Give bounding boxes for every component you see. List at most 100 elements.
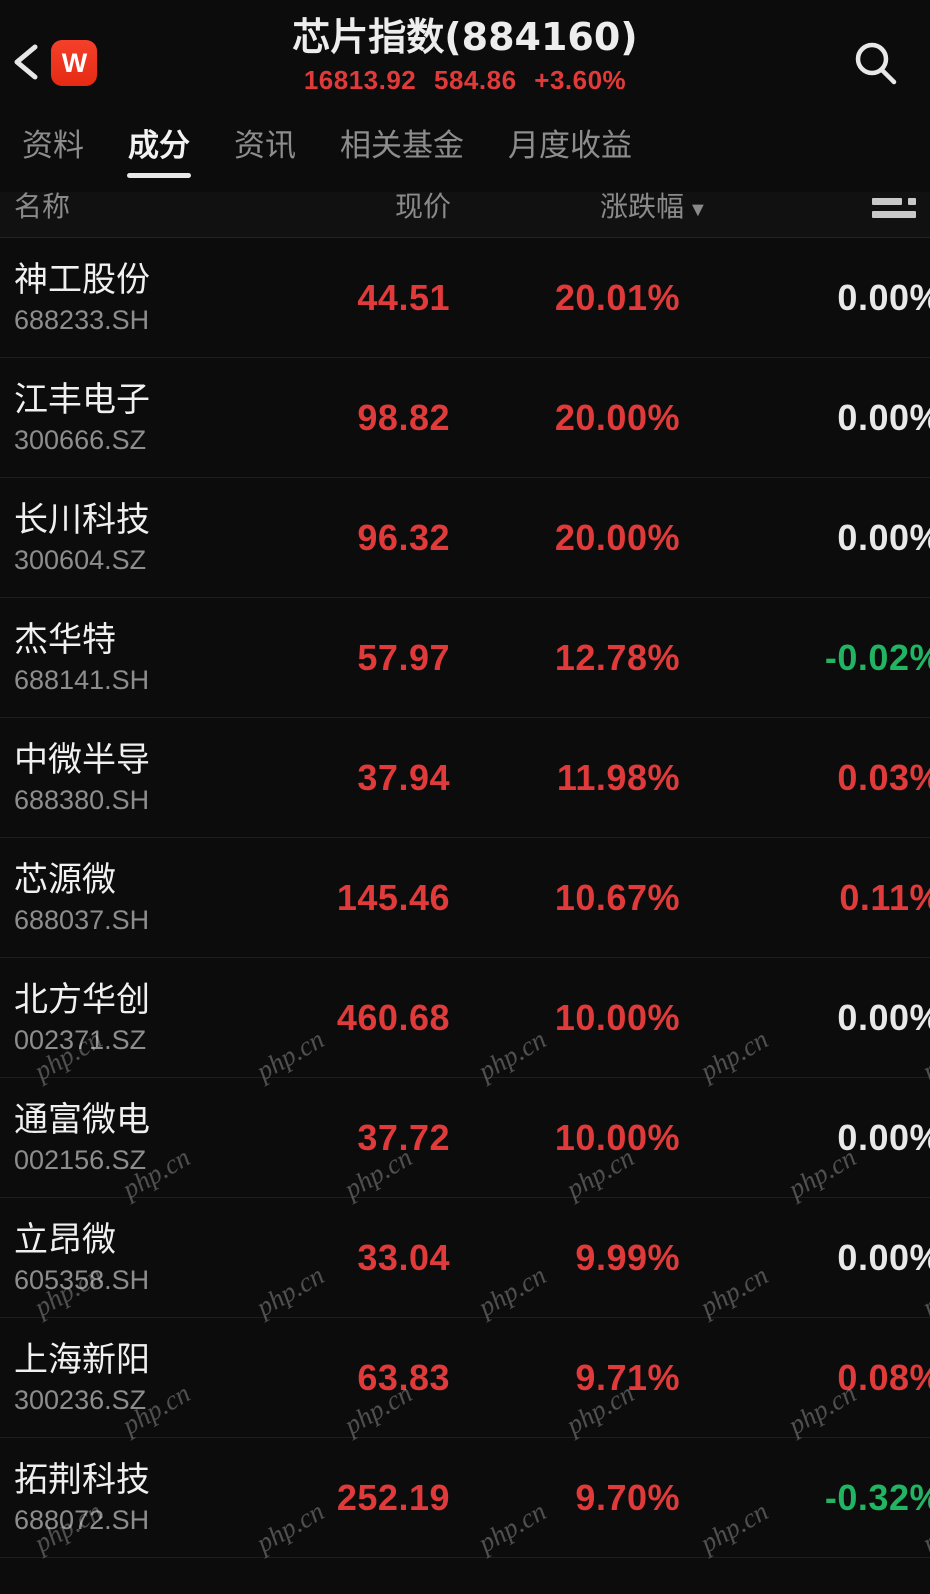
title-block: 芯片指数(884160) 16813.92 584.86 +3.60% xyxy=(0,14,930,95)
index-value: 16813.92 xyxy=(303,65,417,95)
table-row[interactable]: 立昂微 605358.SH 33.04 9.99% 0.00% xyxy=(0,1198,930,1318)
back-button[interactable] xyxy=(8,40,48,84)
table-row[interactable]: 江丰电子 300666.SZ 98.82 20.00% 0.00% xyxy=(0,358,930,478)
stock-code: 688037.SH xyxy=(14,905,150,935)
stock-code: 688141.SH xyxy=(14,665,150,695)
stock-identity: 拓荆科技 688072.SH xyxy=(14,1460,150,1537)
stock-extra-pct: 0.00% xyxy=(837,996,930,1038)
settings-bar-3 xyxy=(872,211,916,218)
stock-price: 96.32 xyxy=(357,516,450,558)
stock-extra-pct: 0.00% xyxy=(837,276,930,318)
stock-price: 37.94 xyxy=(357,756,450,798)
stock-identity: 江丰电子 300666.SZ xyxy=(14,380,150,457)
top-bar: W 芯片指数(884160) 16813.92 584.86 +3.60% xyxy=(0,0,930,120)
stock-code: 605358.SH xyxy=(14,1265,150,1295)
stock-price: 98.82 xyxy=(357,396,450,438)
stock-code: 688233.SH xyxy=(14,305,150,335)
stock-change-pct: 10.67% xyxy=(554,876,680,918)
tab-bar: 资料 成分 资讯 相关基金 月度收益 xyxy=(0,120,930,192)
stock-extra-pct: -0.02% xyxy=(824,636,930,678)
table-row[interactable]: 中微半导 688380.SH 37.94 11.98% 0.03% xyxy=(0,718,930,838)
stock-identity: 立昂微 605358.SH xyxy=(14,1220,149,1297)
stock-code: 300666.SZ xyxy=(14,425,147,455)
stock-name: 江丰电子 xyxy=(14,380,150,420)
stock-change-pct: 10.00% xyxy=(554,996,680,1038)
stock-identity: 北方华创 002371.SZ xyxy=(14,980,150,1057)
column-header-change-pct[interactable]: 涨跌幅 ▼ xyxy=(600,192,708,225)
constituent-stock-list: 神工股份 688233.SH 44.51 20.01% 0.00% 江丰电子 300666.… xyxy=(0,238,930,1558)
stock-change-pct: 20.00% xyxy=(554,516,680,558)
logo-letter: W xyxy=(61,47,88,78)
stock-name: 立昂微 xyxy=(14,1220,116,1260)
stock-price: 252.19 xyxy=(336,1476,450,1518)
column-header-price[interactable]: 现价 xyxy=(395,192,452,222)
stock-extra-pct: 0.11% xyxy=(839,876,930,918)
stock-code: 002371.SZ xyxy=(14,1025,147,1055)
search-icon[interactable] xyxy=(850,38,902,90)
stock-name: 杰华特 xyxy=(14,620,116,660)
stock-identity: 通富微电 002156.SZ xyxy=(14,1100,150,1177)
column-header-row: 名称 现价 涨跌幅 ▼ xyxy=(0,192,930,238)
stock-extra-pct: 0.03% xyxy=(837,756,930,798)
stock-code: 002156.SZ xyxy=(14,1145,147,1175)
stock-identity: 杰华特 688141.SH xyxy=(14,620,149,697)
table-row[interactable]: 长川科技 300604.SZ 96.32 20.00% 0.00% xyxy=(0,478,930,598)
stock-name: 拓荆科技 xyxy=(14,1460,150,1500)
column-header-name: 名称 xyxy=(14,192,71,222)
stock-change-pct: 11.98% xyxy=(556,756,680,798)
column-header-change-label: 涨跌幅 xyxy=(600,192,685,222)
stock-code: 300236.SZ xyxy=(14,1385,147,1415)
stock-change-pct: 12.78% xyxy=(554,636,680,678)
table-row[interactable]: 北方华创 002371.SZ 460.68 10.00% 0.00% xyxy=(0,958,930,1078)
table-row[interactable]: 杰华特 688141.SH 57.97 12.78% -0.02% xyxy=(0,598,930,718)
stock-price: 33.04 xyxy=(357,1236,450,1278)
stock-change-pct: 20.00% xyxy=(554,396,680,438)
stock-name: 神工股份 xyxy=(14,260,150,300)
wind-app-logo-icon[interactable]: W xyxy=(51,40,97,86)
stock-price: 37.72 xyxy=(357,1116,450,1158)
stock-identity: 上海新阳 300236.SZ xyxy=(14,1340,150,1417)
stock-price: 460.68 xyxy=(336,996,450,1038)
stock-name: 上海新阳 xyxy=(14,1340,150,1380)
stock-code: 688380.SH xyxy=(14,785,150,815)
stock-extra-pct: 0.00% xyxy=(837,1236,930,1278)
settings-bar-2 xyxy=(908,198,916,205)
table-row[interactable]: 芯源微 688037.SH 145.46 10.67% 0.11% xyxy=(0,838,930,958)
stock-change-pct: 20.01% xyxy=(554,276,680,318)
stock-change-pct: 9.71% xyxy=(575,1356,680,1398)
list-settings-icon[interactable] xyxy=(872,198,916,224)
stock-extra-pct: 0.08% xyxy=(837,1356,930,1398)
index-change-pct: +3.60% xyxy=(534,65,627,95)
stock-code: 300604.SZ xyxy=(14,545,147,575)
stock-identity: 中微半导 688380.SH xyxy=(14,740,150,817)
table-row[interactable]: 拓荆科技 688072.SH 252.19 9.70% -0.32% xyxy=(0,1438,930,1558)
sort-caret-icon: ▼ xyxy=(688,199,708,221)
settings-bar-1 xyxy=(872,198,902,205)
table-row[interactable]: 上海新阳 300236.SZ 63.83 9.71% 0.08% xyxy=(0,1318,930,1438)
tab-xiangguanjijin[interactable]: 相关基金 xyxy=(340,128,464,164)
tab-ziliao[interactable]: 资料 xyxy=(22,128,84,164)
index-change: 584.86 xyxy=(434,65,517,95)
tab-zixun[interactable]: 资讯 xyxy=(234,128,296,164)
stock-extra-pct: 0.00% xyxy=(837,516,930,558)
table-row[interactable]: 神工股份 688233.SH 44.51 20.01% 0.00% xyxy=(0,238,930,358)
stock-code: 688072.SH xyxy=(14,1505,150,1535)
stock-change-pct: 10.00% xyxy=(554,1116,680,1158)
stock-name: 北方华创 xyxy=(14,980,150,1020)
stock-extra-pct: 0.00% xyxy=(837,1116,930,1158)
stock-price: 44.51 xyxy=(357,276,450,318)
stock-name: 长川科技 xyxy=(14,500,150,540)
stock-name: 芯源微 xyxy=(14,860,116,900)
page-title: 芯片指数(884160) xyxy=(292,15,638,59)
tab-yuedushouyi[interactable]: 月度收益 xyxy=(508,128,632,164)
stock-change-pct: 9.99% xyxy=(575,1236,680,1278)
tab-chengfen[interactable]: 成分 xyxy=(106,120,212,172)
stock-name: 通富微电 xyxy=(14,1100,150,1140)
stock-identity: 长川科技 300604.SZ xyxy=(14,500,150,577)
stock-price: 63.83 xyxy=(357,1356,450,1398)
table-row[interactable]: 通富微电 002156.SZ 37.72 10.00% 0.00% xyxy=(0,1078,930,1198)
stock-price: 57.97 xyxy=(357,636,450,678)
stock-name: 中微半导 xyxy=(14,740,150,780)
index-quote-line: 16813.92 584.86 +3.60% xyxy=(0,65,930,95)
